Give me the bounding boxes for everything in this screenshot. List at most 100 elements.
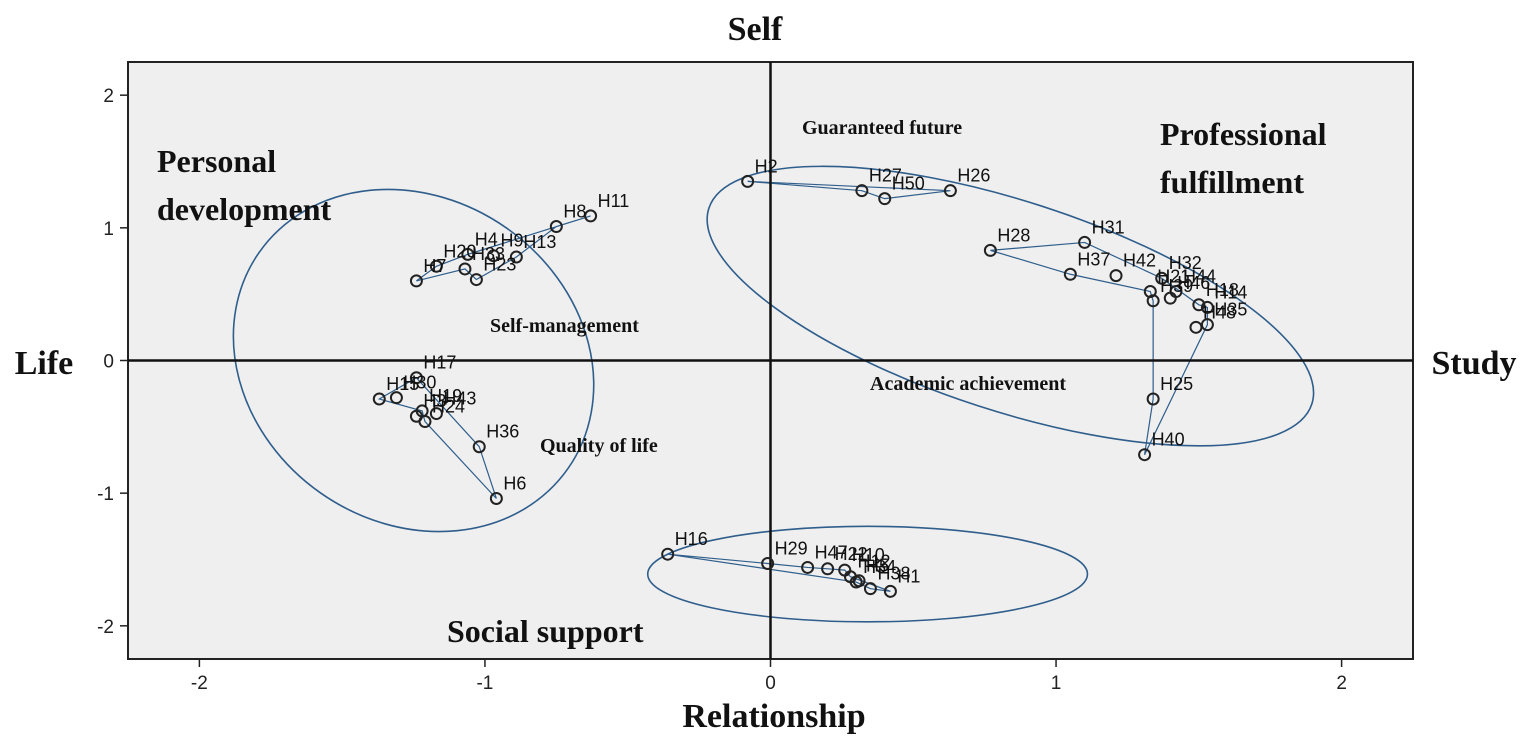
point-label-h50: H50	[892, 174, 925, 194]
group-label-personal-development-line1: Personal	[157, 143, 276, 179]
point-label-h42: H42	[1123, 251, 1156, 271]
point-h3	[409, 409, 423, 423]
axis-label-right: Study	[1431, 345, 1516, 382]
group-label-guaranteed-future: Guaranteed future	[802, 117, 962, 139]
point-label-h26: H26	[957, 166, 990, 186]
point-label-h16: H16	[675, 529, 708, 549]
point-label-h21: H21	[1157, 267, 1190, 287]
point-h26	[943, 184, 957, 198]
point-h6	[489, 491, 503, 505]
point-h1	[883, 584, 897, 598]
point-h42	[1109, 269, 1123, 283]
point-label-h15: H15	[386, 374, 419, 394]
group-label-personal-development: Personal development	[157, 143, 332, 227]
point-h37	[1063, 267, 1077, 281]
point-h15	[372, 392, 386, 406]
point-h9	[487, 249, 501, 263]
hull-academic-achievement	[990, 241, 1209, 455]
point-label-h29: H29	[775, 538, 808, 558]
point-label-h2: H2	[755, 156, 778, 176]
point-h47	[801, 560, 815, 574]
point-h22	[821, 562, 835, 576]
axis-label-left: Life	[15, 345, 74, 382]
group-label-social-support: Social support	[447, 613, 644, 649]
point-label-h36: H36	[486, 422, 519, 442]
point-label-h43: H43	[443, 389, 476, 409]
hull-guaranteed-future	[747, 180, 951, 200]
y-tick-label: 2	[103, 86, 114, 107]
point-h35	[1200, 318, 1214, 332]
point-label-h7: H7	[423, 256, 446, 276]
point-label-h9: H9	[501, 231, 524, 251]
point-h27	[855, 184, 869, 198]
point-h46	[1163, 291, 1177, 305]
point-label-h12: H12	[857, 552, 890, 572]
group-label-self-management: Self-management	[490, 315, 639, 337]
point-h25	[1146, 392, 1160, 406]
point-label-h30: H30	[403, 373, 436, 393]
y-tick-label: -1	[97, 484, 114, 505]
point-h18	[1192, 298, 1206, 312]
point-h29	[761, 556, 775, 570]
point-label-h24: H24	[432, 397, 465, 417]
point-h31	[1078, 235, 1092, 249]
point-label-h19: H19	[429, 386, 462, 406]
point-h38	[863, 582, 877, 596]
point-label-h38: H38	[877, 564, 910, 584]
point-h43	[429, 407, 443, 421]
point-label-h34: H34	[863, 557, 896, 577]
point-h11	[584, 209, 598, 223]
point-label-h10: H10	[852, 545, 885, 565]
point-label-h14: H14	[1214, 282, 1247, 302]
group-label-personal-development-line2: development	[157, 191, 332, 227]
point-label-h6: H6	[503, 473, 526, 493]
group-label-quality-of-life: Quality of life	[540, 435, 658, 457]
point-label-h5: H5	[866, 556, 889, 576]
point-label-h25: H25	[1160, 374, 1193, 394]
point-h13	[509, 250, 523, 264]
x-tick-label: -1	[476, 673, 493, 694]
point-label-h17: H17	[423, 353, 456, 373]
x-tick-label: 0	[765, 673, 776, 694]
x-tick-label: 1	[1051, 673, 1062, 694]
point-label-h31: H31	[1092, 217, 1125, 237]
point-label-h20: H20	[443, 241, 476, 261]
data-points	[372, 174, 1214, 598]
axis-label-top: Self	[728, 11, 783, 48]
point-h40	[1138, 448, 1152, 462]
point-h2	[741, 174, 755, 188]
point-h16	[661, 547, 675, 561]
ellipse-professional-fulfillment	[706, 165, 1315, 447]
point-label-h39: H39	[1160, 276, 1193, 296]
y-tick-label: 0	[103, 352, 114, 373]
point-label-h3: H3	[423, 391, 446, 411]
ellipse-personal-development	[232, 188, 595, 533]
y-tick-label: 1	[103, 219, 114, 240]
point-label-h33: H33	[472, 244, 505, 264]
point-h39	[1146, 294, 1160, 308]
point-label-h48: H48	[1203, 302, 1236, 322]
point-h32	[1155, 271, 1169, 285]
point-label-h32: H32	[1169, 253, 1202, 273]
point-label-h8: H8	[563, 202, 586, 222]
point-h8	[549, 220, 563, 234]
point-h33	[458, 262, 472, 276]
group-ellipses	[232, 165, 1315, 623]
axis-label-bottom: Relationship	[682, 698, 865, 735]
group-label-professional-fulfillment: Professional fulfillment	[1160, 116, 1335, 200]
point-h7	[409, 274, 423, 288]
point-h14	[1200, 300, 1214, 314]
group-label-professional-fulfillment-line1: Professional	[1160, 116, 1327, 152]
point-label-h37: H37	[1077, 249, 1110, 269]
point-h4	[461, 247, 475, 261]
point-h30	[389, 391, 403, 405]
point-h36	[472, 440, 486, 454]
point-label-h1: H1	[897, 566, 920, 586]
group-label-academic-achievement: Academic achievement	[870, 373, 1066, 395]
point-label-h47: H47	[815, 542, 848, 562]
group-label-professional-fulfillment-line2: fulfillment	[1160, 164, 1304, 200]
point-h28	[983, 243, 997, 257]
point-label-h22: H22	[835, 544, 868, 564]
point-label-h35: H35	[1214, 300, 1247, 320]
